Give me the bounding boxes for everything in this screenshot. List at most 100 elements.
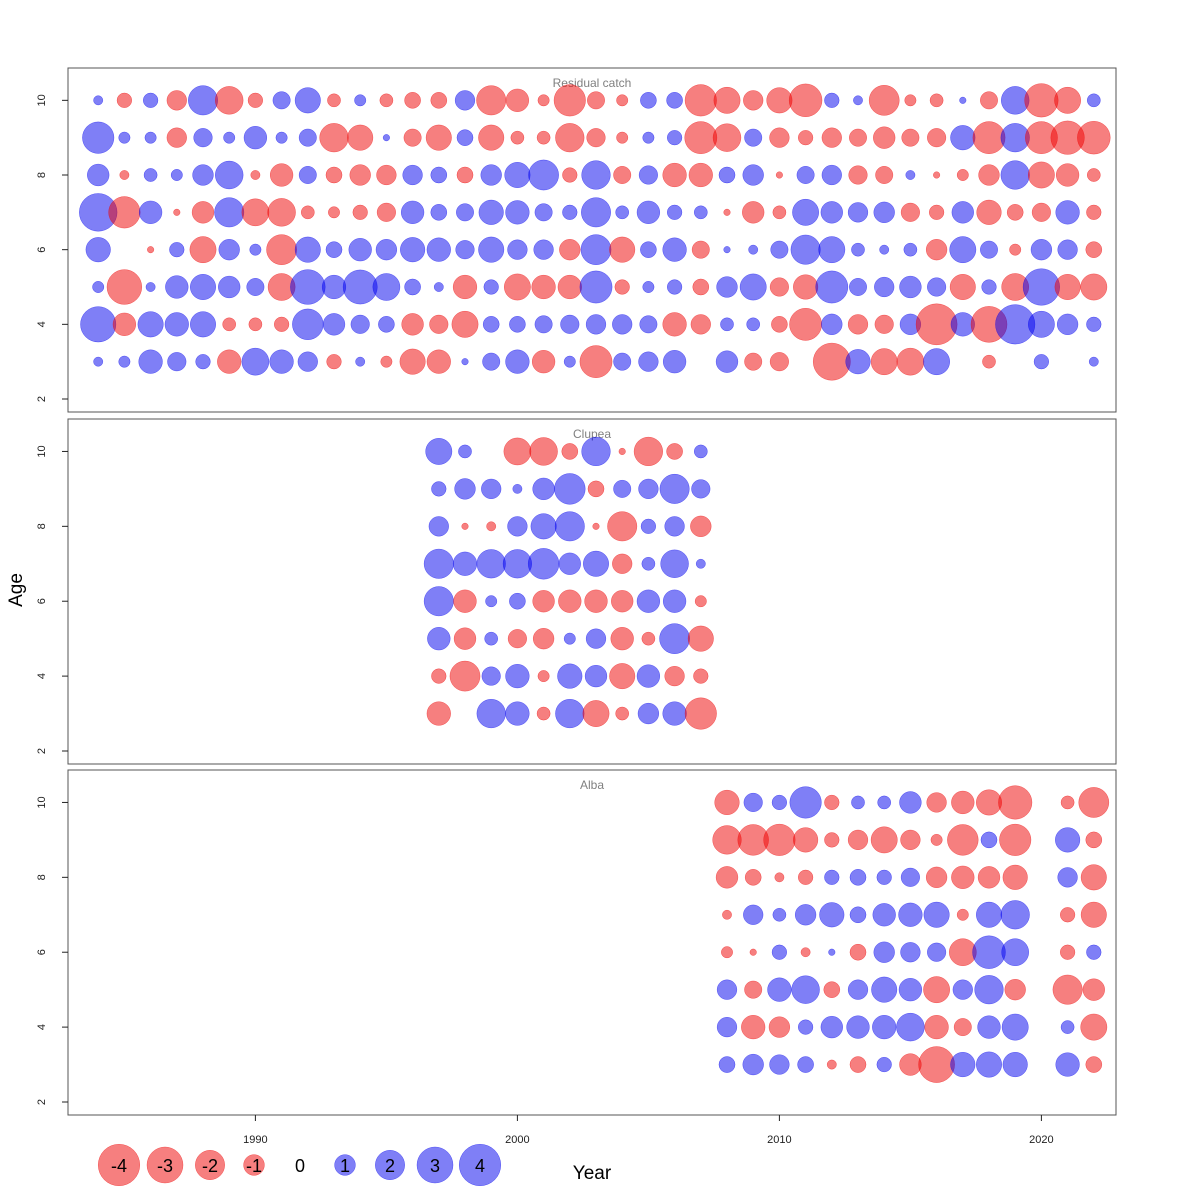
- bubble: [298, 166, 317, 184]
- bubble: [555, 698, 585, 729]
- bubble: [400, 200, 425, 224]
- bubble: [557, 663, 583, 689]
- bubble: [404, 278, 421, 296]
- bubble: [847, 979, 869, 1000]
- bubble: [428, 516, 449, 537]
- bubble: [248, 317, 263, 332]
- panels-layer: Residual catch246810Clupea246810Alba2468…: [36, 67, 1117, 1116]
- legend-label: 0: [295, 1156, 305, 1176]
- bubble: [166, 127, 187, 148]
- bubble: [342, 269, 378, 305]
- bubble: [1055, 827, 1081, 853]
- bubble: [772, 205, 787, 220]
- bubble: [821, 164, 842, 186]
- bubble: [223, 131, 236, 144]
- bubble: [812, 342, 851, 381]
- bubble: [662, 589, 687, 613]
- bubble: [618, 447, 626, 455]
- bubble: [461, 358, 469, 366]
- bubble: [558, 589, 582, 613]
- bubble: [662, 701, 687, 726]
- bubble: [873, 201, 895, 223]
- bubble: [662, 162, 687, 188]
- bubble: [166, 90, 187, 111]
- bubble: [690, 515, 712, 537]
- bubble: [927, 277, 947, 297]
- bubble: [642, 131, 655, 144]
- y-tick-label: 6: [36, 949, 48, 955]
- bubble: [1024, 83, 1059, 118]
- bubble: [297, 351, 318, 372]
- bubble: [1004, 979, 1026, 1001]
- bubble: [797, 1019, 814, 1035]
- bubble: [925, 866, 948, 888]
- legend-label: -1: [246, 1156, 262, 1176]
- bubble: [769, 352, 789, 372]
- bubble: [1055, 200, 1080, 225]
- bubble: [978, 164, 1000, 186]
- bubble: [659, 473, 690, 504]
- bubble: [581, 160, 611, 190]
- bubble: [482, 316, 500, 333]
- bubble: [476, 698, 506, 729]
- bubble: [275, 131, 288, 144]
- bubble: [536, 706, 551, 721]
- bubble: [456, 129, 474, 146]
- bubble: [1060, 1020, 1075, 1034]
- bubble: [723, 246, 731, 254]
- bubble: [143, 168, 158, 182]
- bubble: [767, 977, 792, 1002]
- bubble: [482, 352, 501, 371]
- x-tick-label: 1990: [243, 1134, 267, 1146]
- bubble: [924, 1015, 949, 1040]
- bubble: [636, 200, 661, 224]
- bubble: [815, 270, 849, 304]
- bubble: [581, 436, 611, 467]
- bubble: [587, 480, 605, 498]
- bubble: [614, 279, 630, 295]
- bubble: [824, 794, 840, 811]
- bubble: [615, 706, 630, 721]
- bubble: [137, 311, 164, 338]
- bubble: [771, 316, 788, 333]
- bubble: [528, 159, 559, 191]
- bubble: [505, 349, 530, 374]
- bubble: [1086, 93, 1101, 108]
- bubble: [791, 975, 820, 1004]
- bubble: [241, 347, 270, 376]
- bubble: [923, 348, 951, 376]
- bubble: [429, 314, 449, 334]
- bubble: [768, 1016, 791, 1038]
- bubble: [423, 548, 454, 579]
- bubble: [1001, 1013, 1029, 1041]
- bubble: [582, 700, 610, 727]
- bubble: [692, 278, 710, 296]
- bubble: [684, 84, 717, 117]
- bubble: [900, 942, 921, 963]
- bubble: [925, 239, 948, 261]
- bubble: [927, 942, 947, 962]
- bubble: [453, 589, 477, 613]
- bubble: [766, 87, 793, 114]
- legend-bubble: [146, 1146, 184, 1184]
- bubble: [1080, 864, 1107, 891]
- bubble: [609, 236, 636, 263]
- bubble: [846, 1015, 870, 1039]
- bubble: [977, 1015, 1001, 1039]
- bubble: [847, 314, 869, 335]
- bubble: [431, 668, 447, 684]
- bubble: [695, 558, 706, 569]
- bubble: [554, 473, 586, 505]
- bubble: [870, 348, 898, 376]
- bubble: [454, 478, 476, 500]
- bubble: [976, 1051, 1002, 1078]
- bubble: [349, 164, 371, 186]
- bubble: [579, 270, 613, 304]
- bubble: [188, 85, 218, 116]
- x-tick-label: 2000: [505, 1134, 529, 1146]
- bubble: [144, 131, 157, 144]
- bubble: [718, 166, 736, 184]
- bubble: [923, 976, 951, 1004]
- bubble: [376, 202, 396, 222]
- bubble: [951, 790, 975, 815]
